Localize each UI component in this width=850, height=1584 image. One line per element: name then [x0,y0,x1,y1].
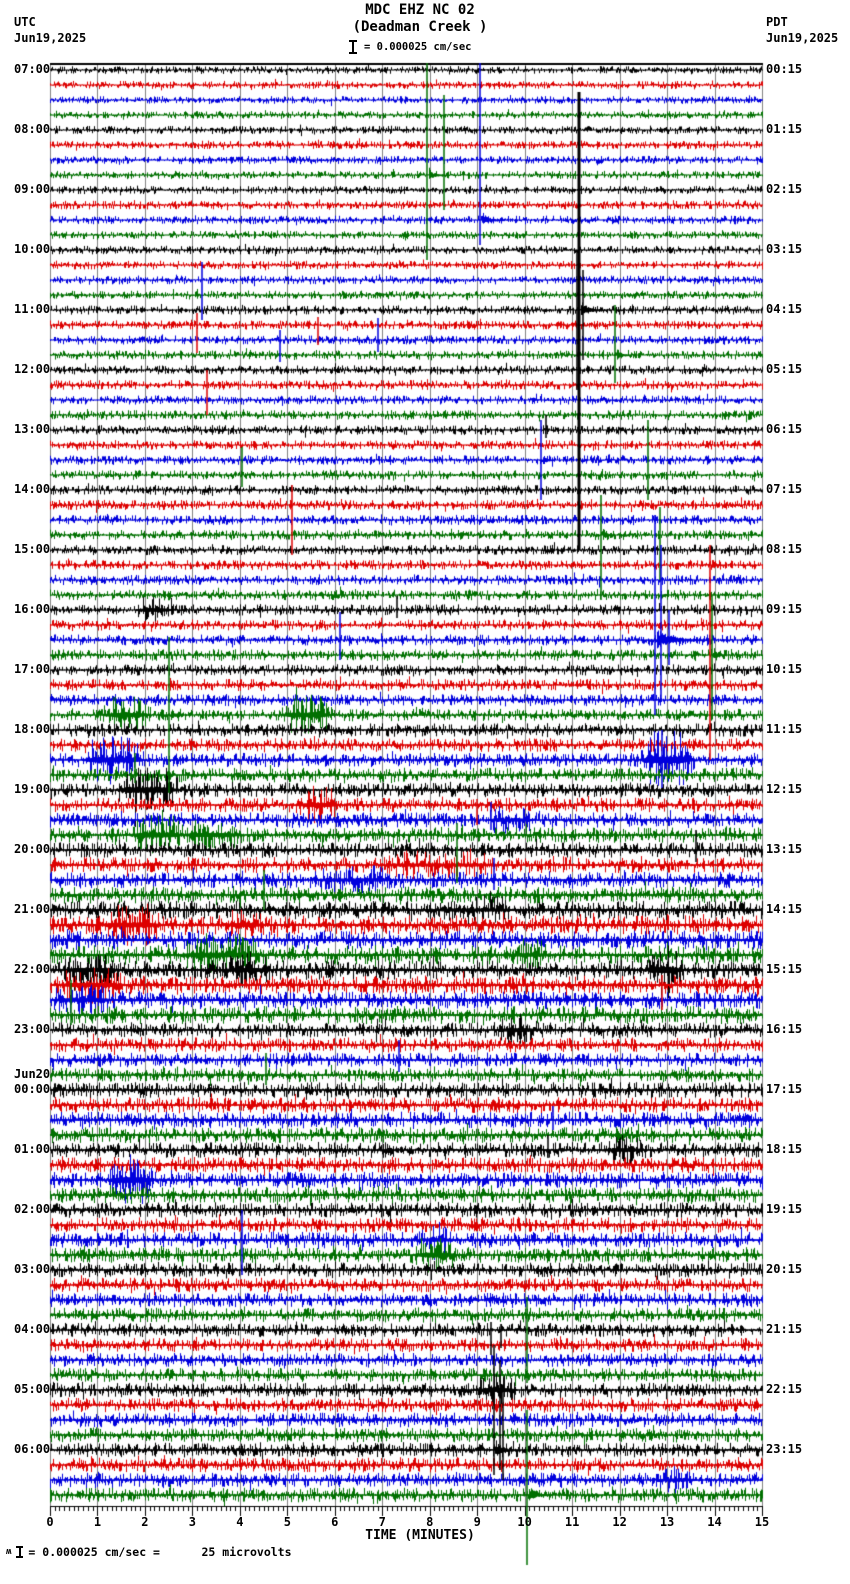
utc-time-label: 14:00 [14,482,51,496]
utc-time-label: 21:00 [14,902,51,916]
pdt-time-label: 13:15 [766,842,803,856]
utc-time-label: 18:00 [14,722,51,736]
x-tick-label: 14 [707,1515,722,1529]
pdt-time-label: 19:15 [766,1202,803,1216]
utc-time-label: 17:00 [14,662,51,676]
pdt-time-label: 14:15 [766,902,803,916]
utc-time-label: 10:00 [14,242,51,256]
x-tick-label: 4 [236,1515,244,1529]
pdt-time-label: 01:15 [766,122,803,136]
x-tick-label: 7 [378,1515,386,1529]
station-title: MDC EHZ NC 02 [365,2,475,18]
utc-time-label: 01:00 [14,1142,51,1156]
pdt-timezone-label: PDT [766,15,788,29]
x-tick-label: 8 [426,1515,434,1529]
x-tick-label: 12 [612,1515,627,1529]
microvolt-glyph: ʍ [6,1547,12,1557]
utc-time-label: 03:00 [14,1262,51,1276]
pdt-time-label: 06:15 [766,422,803,436]
x-tick-label: 9 [473,1515,481,1529]
pdt-time-label: 07:15 [766,482,803,496]
x-tick-label: 0 [46,1515,54,1529]
pdt-time-label: 23:15 [766,1442,803,1456]
utc-time-label: 09:00 [14,182,51,196]
scale-footnote: ʍ = 0.000025 cm/sec = 25 microvolts [6,1545,292,1559]
utc-time-label: 06:00 [14,1442,51,1456]
utc-time-label: 11:00 [14,302,51,316]
pdt-date-label: Jun19,2025 [766,31,839,45]
utc-time-label: 05:00 [14,1382,51,1396]
scale-text: = 0.000025 cm/sec [364,41,472,53]
x-tick-label: 1 [93,1515,102,1529]
utc-time-label: 12:00 [14,362,51,376]
pdt-time-label: 20:15 [766,1262,803,1276]
pdt-time-label: 09:15 [766,602,803,616]
utc-time-label: 20:00 [14,842,51,856]
utc-date-marker: Jun20 [14,1067,51,1081]
x-tick-label: 5 [283,1515,291,1529]
utc-date-label: Jun19,2025 [14,31,87,45]
utc-time-label: 02:00 [14,1202,51,1216]
pdt-time-label: 03:15 [766,242,803,256]
utc-time-label: 22:00 [14,962,51,976]
pdt-time-label: 04:15 [766,302,803,316]
x-tick-label: 3 [188,1515,196,1529]
pdt-time-label: 11:15 [766,722,803,736]
utc-time-label: 07:00 [14,62,51,76]
pdt-time-label: 08:15 [766,542,803,556]
pdt-time-label: 18:15 [766,1142,803,1156]
x-tick-label: 11 [564,1515,580,1529]
x-tick-label: 2 [141,1515,149,1529]
footnote-text: = 0.000025 cm/sec = 25 microvolts [28,1545,292,1559]
utc-time-label: 08:00 [14,122,51,136]
utc-time-label: 04:00 [14,1322,51,1336]
pdt-time-label: 02:15 [766,182,803,196]
x-tick-label: 13 [659,1515,675,1529]
utc-time-label: 00:00 [14,1082,51,1096]
pdt-time-label: 16:15 [766,1022,803,1036]
pdt-time-label: 12:15 [766,782,803,796]
station-subtitle: (Deadman Creek ) [352,19,488,35]
utc-timezone-label: UTC [14,15,36,29]
pdt-time-label: 00:15 [766,62,803,76]
pdt-time-label: 10:15 [766,662,803,676]
scale-ibeam-icon [349,40,357,54]
footnote-ibeam-icon [16,1546,24,1558]
x-tick-label: 6 [331,1515,339,1529]
utc-time-label: 23:00 [14,1022,51,1036]
scale-line: = 0.000025 cm/sec [349,40,471,54]
utc-time-label: 13:00 [14,422,51,436]
pdt-time-label: 21:15 [766,1322,803,1336]
pdt-time-label: 17:15 [766,1082,803,1096]
pdt-time-label: 22:15 [766,1382,803,1396]
x-tick-label: 15 [754,1515,770,1529]
x-tick-label: 10 [517,1515,532,1529]
utc-time-label: 15:00 [14,542,51,556]
utc-time-label: 19:00 [14,782,51,796]
pdt-time-label: 05:15 [766,362,803,376]
utc-time-label: 16:00 [14,602,51,616]
pdt-time-label: 15:15 [766,962,803,976]
x-axis-title: TIME (MINUTES) [365,1528,475,1543]
